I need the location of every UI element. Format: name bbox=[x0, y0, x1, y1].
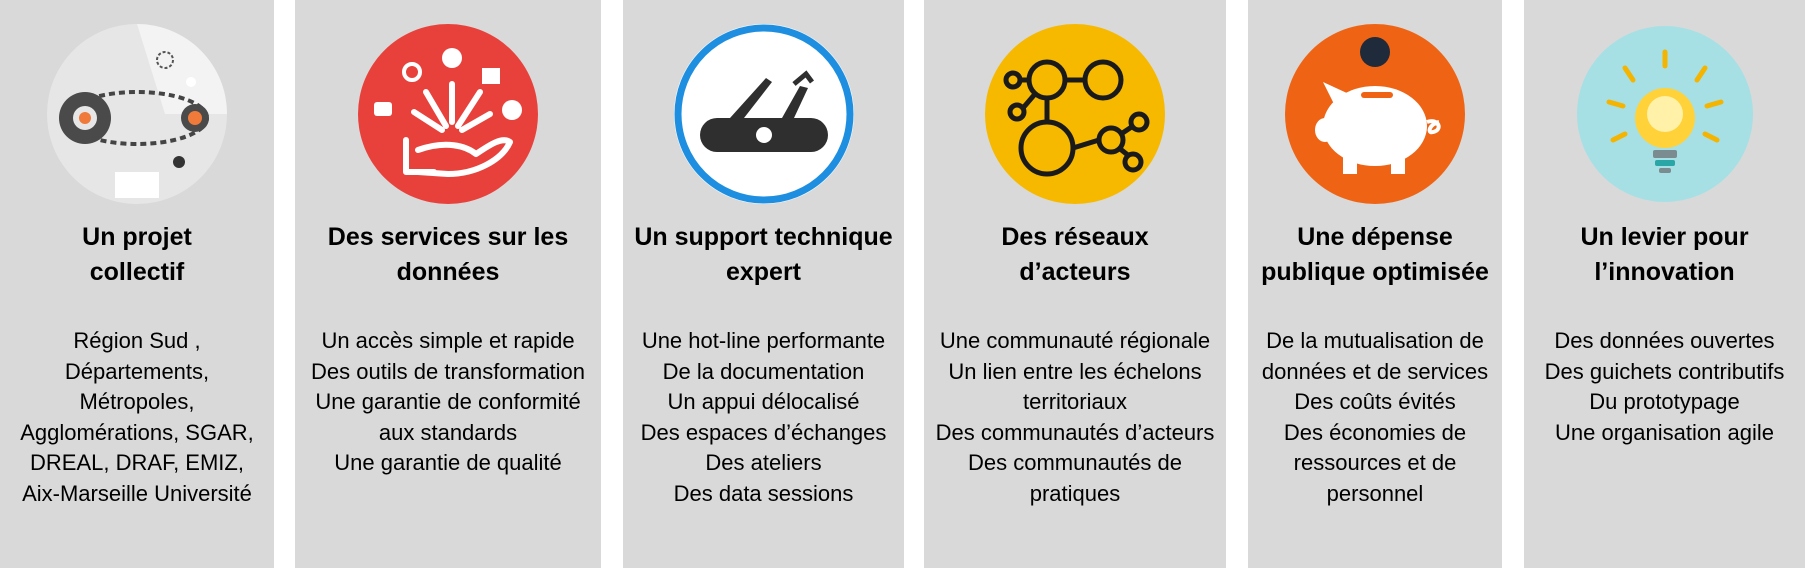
card-title: Des réseaux d’acteurs bbox=[1001, 223, 1149, 286]
card-title: Une dépense publique optimisée bbox=[1261, 223, 1489, 286]
hand-services-icon bbox=[356, 22, 540, 206]
card-body: Une communauté régionale Un lien entre le… bbox=[935, 328, 1215, 506]
card-reseaux-acteurs: Des réseaux d’acteurs Une communauté régi… bbox=[924, 0, 1226, 568]
lightbulb-icon bbox=[1573, 22, 1757, 206]
card-body: Région Sud , Départements, Métropoles, Aggl… bbox=[20, 328, 254, 506]
card-services-donnees: Des services sur les données Un accès sim… bbox=[295, 0, 601, 568]
gears-icon bbox=[45, 22, 229, 206]
card-title: Un levier pour l’innovation bbox=[1580, 223, 1749, 286]
network-people-icon bbox=[983, 22, 1167, 206]
card-projet-collectif: Un projet collectif Région Sud , Départeme… bbox=[0, 0, 274, 568]
card-support-technique: Un support technique expert Une hot-line … bbox=[623, 0, 904, 568]
card-body: Un accès simple et rapide Des outils de t… bbox=[311, 328, 585, 475]
card-body: Des données ouvertes Des guichets contrib… bbox=[1544, 328, 1785, 445]
card-body: Une hot-line performante De la documentat… bbox=[640, 328, 887, 506]
card-levier-innovation: Un levier pour l’innovation Des données o… bbox=[1524, 0, 1805, 568]
card-body: De la mutualisation de données et de serv… bbox=[1261, 328, 1489, 506]
card-depense-publique: Une dépense publique optimisée De la mutu… bbox=[1248, 0, 1502, 568]
card-title: Un projet collectif bbox=[82, 223, 192, 286]
piggy-bank-icon bbox=[1283, 22, 1467, 206]
card-title: Un support technique expert bbox=[634, 223, 893, 286]
card-title: Des services sur les données bbox=[327, 223, 569, 286]
swiss-knife-icon bbox=[672, 22, 856, 206]
